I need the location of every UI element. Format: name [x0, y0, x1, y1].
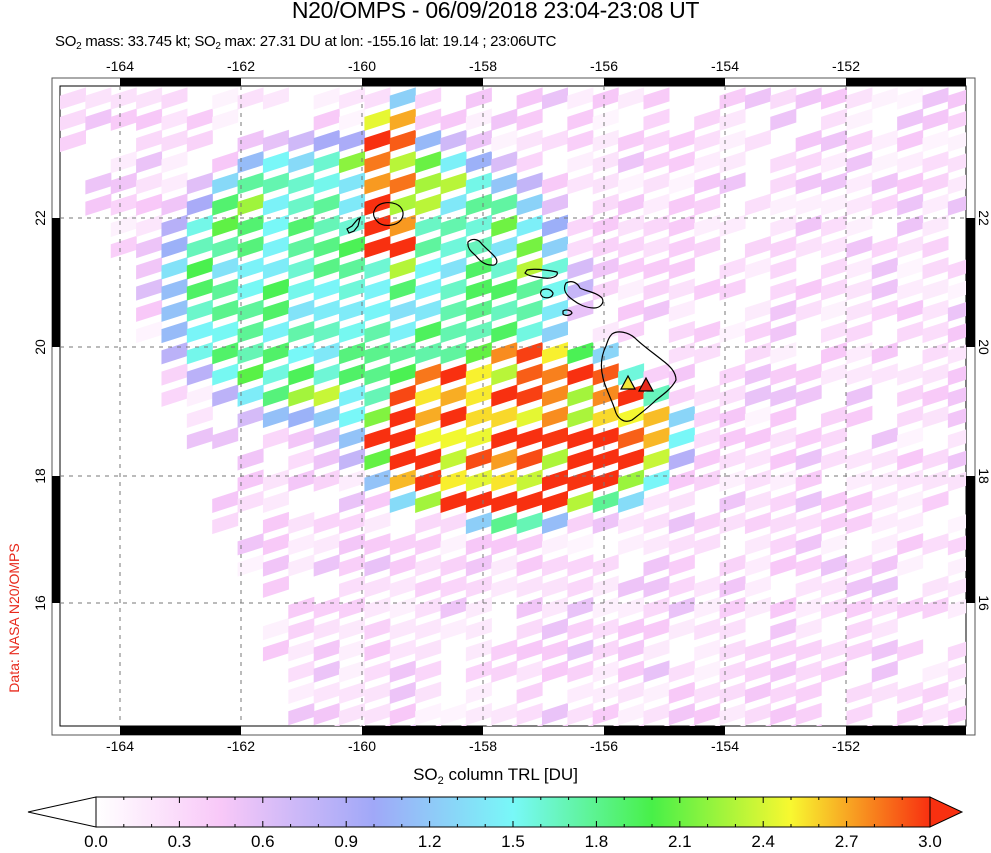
lat-label: 18 — [32, 468, 48, 484]
oahu-outline — [467, 238, 498, 266]
volcano-triangle-icon — [637, 376, 655, 392]
graticule — [60, 86, 966, 726]
lat-label: 18 — [976, 468, 991, 484]
colorbar-title-main: SO — [413, 765, 438, 784]
volcano-markers — [619, 374, 655, 392]
colorbar — [27, 796, 964, 828]
kahoolawe-outline — [562, 309, 573, 316]
lon-label: -152 — [831, 58, 861, 74]
lon-label: -154 — [710, 738, 740, 754]
so2-max: max: 27.31 DU at lon: -155.16 lat: 19.14… — [220, 33, 557, 50]
map-title: N20/OMPS - 06/09/2018 23:04-23:08 UT — [291, 0, 700, 23]
maui-outline — [563, 281, 604, 309]
colorbar-tick: 2.4 — [751, 832, 776, 851]
so2-mass: mass: 33.745 kt; SO — [81, 33, 216, 50]
colorbar-tick: 1.2 — [417, 832, 442, 851]
lon-label: -154 — [710, 58, 740, 74]
big-island-outline — [600, 331, 677, 422]
lon-label: -152 — [831, 738, 861, 754]
lat-label: 22 — [32, 210, 48, 226]
molokai-outline — [524, 268, 558, 279]
subscript: 2 — [215, 41, 221, 52]
lon-label: -162 — [226, 738, 256, 754]
volcano-triangle-icon — [619, 374, 637, 390]
colorbar-title: SO2 column TRL [DU] — [0, 765, 991, 787]
lat-label: 16 — [976, 595, 991, 611]
niihau-outline — [346, 216, 361, 234]
colorbar-tick: 2.1 — [667, 832, 692, 851]
lon-label: -156 — [589, 58, 619, 74]
coastlines — [346, 202, 677, 422]
subscript: 2 — [437, 775, 444, 787]
lanai-outline — [540, 288, 554, 299]
colorbar-tick: 3.0 — [918, 832, 942, 851]
so2-summary: SO2 mass: 33.745 kt; SO2 max: 27.31 DU a… — [55, 33, 556, 52]
so2-swath — [60, 87, 966, 726]
colorbar-under-arrow — [27, 796, 97, 828]
lon-label: -164 — [105, 58, 135, 74]
lat-border-bars — [52, 218, 975, 603]
lon-label: -162 — [226, 58, 256, 74]
colorbar-tick: 0.6 — [250, 832, 275, 851]
colorbar-tick: 1.8 — [584, 832, 609, 851]
lat-label: 20 — [32, 339, 48, 355]
lon-label: -160 — [347, 58, 377, 74]
lon-border-bars — [120, 78, 966, 735]
colorbar-tick: 0.9 — [334, 832, 359, 851]
colorbar-tick: 1.5 — [501, 832, 525, 851]
colorbar-tick: 0.3 — [167, 832, 192, 851]
colorbar-over-arrow — [929, 796, 964, 828]
subscript: 2 — [76, 41, 82, 52]
lat-label: 20 — [976, 339, 991, 355]
lon-label: -156 — [589, 738, 619, 754]
so2-label: SO — [55, 33, 77, 50]
colorbar-tick: 0.0 — [84, 832, 108, 851]
lon-label: -158 — [468, 738, 498, 754]
lon-label: -164 — [105, 738, 135, 754]
lon-label: -158 — [468, 58, 498, 74]
lat-label: 16 — [32, 595, 48, 611]
colorbar-title-rest: column TRL [DU] — [443, 765, 578, 784]
lat-label: 22 — [976, 210, 991, 226]
kauai-outline — [373, 202, 404, 226]
lon-label: -160 — [347, 738, 377, 754]
colorbar-tick: 2.7 — [834, 832, 859, 851]
